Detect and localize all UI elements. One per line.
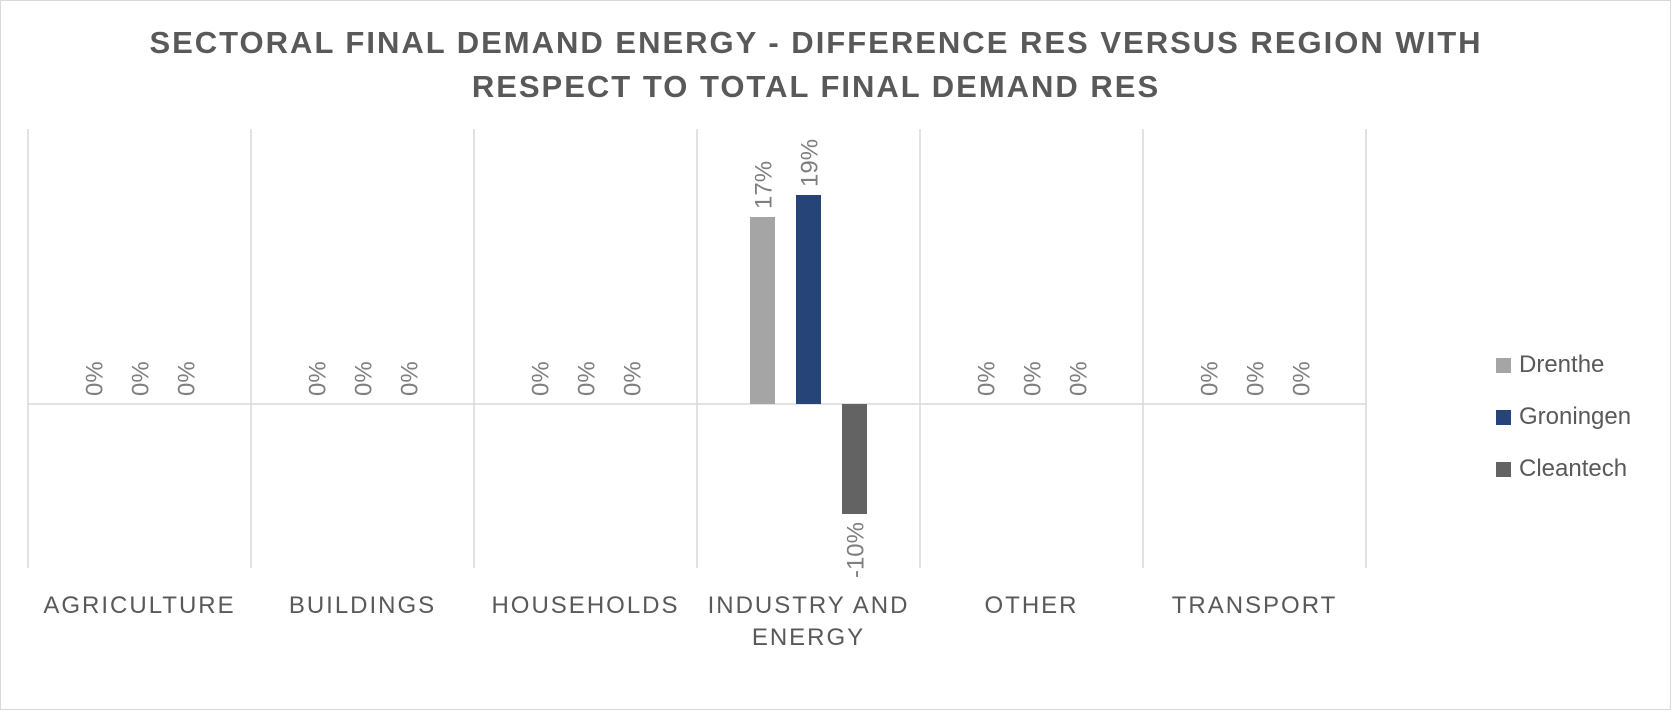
category-label-transport: TRANSPORT bbox=[1172, 592, 1338, 619]
data-label-groningen-transport: 0% bbox=[1243, 361, 1270, 396]
data-label-drenthe-agriculture: 0% bbox=[82, 361, 109, 396]
bar-drenthe-industry-and-energy bbox=[750, 217, 775, 404]
data-label-groningen-agriculture: 0% bbox=[128, 361, 155, 396]
legend-swatch-cleantech bbox=[1496, 461, 1511, 477]
legend-label-cleantech: Cleantech bbox=[1519, 455, 1628, 482]
data-label-cleantech-transport: 0% bbox=[1289, 361, 1316, 396]
data-label-cleantech-agriculture: 0% bbox=[174, 361, 201, 396]
category-label-buildings: BUILDINGS bbox=[289, 592, 436, 619]
legend-swatch-groningen bbox=[1496, 409, 1511, 425]
legend-item-groningen: Groningen bbox=[1496, 391, 1631, 443]
legend-item-cleantech: Cleantech bbox=[1496, 443, 1631, 495]
category-label-households: HOUSEHOLDS bbox=[491, 592, 679, 619]
legend-label-drenthe: Drenthe bbox=[1519, 351, 1605, 378]
legend: Drenthe Groningen Cleantech bbox=[1496, 339, 1631, 495]
data-label-groningen-other: 0% bbox=[1020, 361, 1047, 396]
category-label-industry-and-energy: ENERGY bbox=[752, 624, 865, 651]
legend-swatch-drenthe bbox=[1496, 357, 1511, 373]
data-label-drenthe-households: 0% bbox=[528, 361, 555, 396]
data-label-drenthe-other: 0% bbox=[974, 361, 1001, 396]
legend-item-drenthe: Drenthe bbox=[1496, 339, 1631, 391]
chart-title: SECTORAL FINAL DEMAND ENERGY - DIFFERENC… bbox=[41, 21, 1591, 109]
data-label-cleantech-buildings: 0% bbox=[397, 361, 424, 396]
legend-label-groningen: Groningen bbox=[1519, 403, 1632, 430]
bar-cleantech-industry-and-energy bbox=[842, 404, 867, 514]
data-label-groningen-households: 0% bbox=[574, 361, 601, 396]
chart-title-line-2: RESPECT TO TOTAL FINAL DEMAND RES bbox=[471, 69, 1161, 104]
category-label-agriculture: AGRICULTURE bbox=[43, 592, 235, 619]
data-label-groningen-buildings: 0% bbox=[351, 361, 378, 396]
data-label-drenthe-transport: 0% bbox=[1197, 361, 1224, 396]
category-label-industry-and-energy: INDUSTRY AND bbox=[708, 592, 910, 619]
data-label-cleantech-industry-and-energy: -10% bbox=[843, 522, 870, 578]
data-label-drenthe-buildings: 0% bbox=[305, 361, 332, 396]
data-label-cleantech-households: 0% bbox=[620, 361, 647, 396]
data-label-drenthe-industry-and-energy: 17% bbox=[751, 161, 778, 209]
data-label-cleantech-other: 0% bbox=[1066, 361, 1093, 396]
data-label-groningen-industry-and-energy: 19% bbox=[797, 139, 824, 187]
bar-groningen-industry-and-energy bbox=[796, 195, 821, 404]
category-label-other: OTHER bbox=[985, 592, 1079, 619]
chart-title-line-1: SECTORAL FINAL DEMAND ENERGY - DIFFERENC… bbox=[149, 25, 1483, 60]
